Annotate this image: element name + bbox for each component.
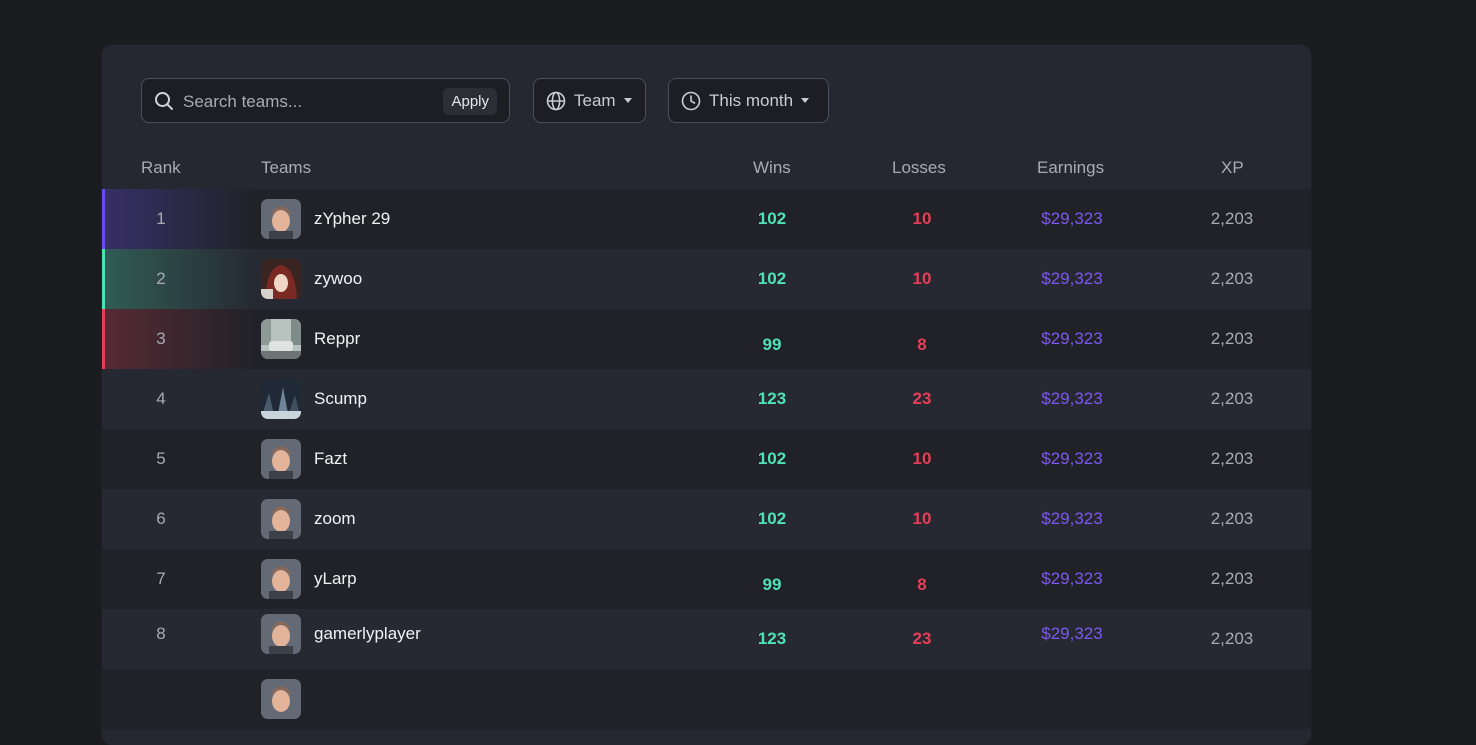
rank-cell: 2 [156, 269, 166, 288]
chevron-down-icon [623, 98, 632, 103]
chevron-down-icon [801, 98, 810, 103]
xp-cell: 2,203 [1210, 509, 1254, 528]
rank-cell: 3 [156, 329, 166, 348]
rank-cell: 6 [156, 509, 166, 528]
rank-highlight [102, 309, 257, 369]
xp-cell: 2,203 [1210, 629, 1254, 648]
column-header-rank[interactable]: Rank [141, 158, 181, 177]
losses-cell: 8 [917, 575, 927, 594]
xp-cell: 2,203 [1210, 449, 1254, 468]
wins-cell: 102 [757, 269, 787, 288]
time-filter-dropdown[interactable]: This month [668, 78, 829, 123]
globe-icon [546, 91, 566, 110]
rank-highlight [102, 189, 257, 249]
table-row[interactable]: 6 zoom 102 10 $29,323 2,203 [102, 489, 1311, 549]
team-name[interactable]: Scump [314, 389, 367, 408]
search-input[interactable] [181, 89, 435, 115]
table-row[interactable]: 2 zywoo 102 10 $29,323 2,203 [102, 249, 1311, 309]
rank-highlight [102, 249, 257, 309]
rank-cell: 8 [156, 624, 166, 643]
team-avatar [261, 199, 301, 239]
wins-cell: 99 [762, 335, 782, 354]
table-row[interactable]: 3 Reppr 99 8 $29,323 2,203 [102, 309, 1311, 369]
team-name[interactable]: yLarp [314, 569, 357, 588]
earnings-cell: $29,323 [1041, 269, 1103, 288]
earnings-cell: $29,323 [1041, 624, 1103, 643]
wins-cell: 102 [757, 449, 787, 468]
time-filter-label: This month [709, 90, 794, 110]
column-header-losses[interactable]: Losses [892, 158, 946, 177]
losses-cell: 10 [912, 449, 932, 468]
xp-cell: 2,203 [1210, 329, 1254, 348]
column-header-teams[interactable]: Teams [261, 158, 312, 177]
rank-cell: 7 [156, 569, 166, 588]
losses-cell: 8 [917, 335, 927, 354]
xp-cell: 2,203 [1210, 389, 1254, 408]
team-name[interactable]: zoom [314, 509, 356, 528]
wins-cell: 123 [757, 389, 787, 408]
rank-cell: 1 [156, 209, 166, 228]
column-header-wins[interactable]: Wins [753, 158, 791, 177]
losses-cell: 23 [912, 629, 932, 648]
table-row[interactable]: 7 yLarp 99 8 $29,323 2,203 [102, 549, 1311, 609]
table-row[interactable] [102, 669, 1311, 729]
team-name[interactable]: Reppr [314, 329, 361, 348]
losses-cell: 10 [912, 509, 932, 528]
team-avatar [261, 614, 301, 654]
rank-cell: 5 [156, 449, 166, 468]
apply-button[interactable]: Apply [443, 88, 497, 115]
earnings-cell: $29,323 [1041, 389, 1103, 408]
wins-cell: 102 [757, 509, 787, 528]
search-box[interactable]: Apply [141, 78, 510, 123]
team-name[interactable]: Fazt [314, 449, 348, 468]
team-filter-dropdown[interactable]: Team [533, 78, 646, 123]
table-row[interactable]: 8 gamerlyplayer 123 23 $29,323 2,203 [102, 609, 1311, 669]
wins-cell: 99 [762, 575, 782, 594]
wins-cell: 102 [757, 209, 787, 228]
xp-cell: 2,203 [1210, 569, 1254, 588]
xp-cell: 2,203 [1210, 209, 1254, 228]
team-avatar [261, 259, 301, 299]
team-avatar [261, 679, 301, 719]
column-header-earnings[interactable]: Earnings [1037, 158, 1105, 177]
table-row[interactable]: 4 Scump 123 23 $29,323 2,203 [102, 369, 1311, 429]
earnings-cell: $29,323 [1041, 569, 1103, 588]
earnings-cell: $29,323 [1041, 509, 1103, 528]
losses-cell: 10 [912, 269, 932, 288]
xp-cell: 2,203 [1210, 269, 1254, 288]
team-filter-label: Team [574, 90, 616, 110]
team-avatar [261, 559, 301, 599]
team-avatar [261, 379, 301, 419]
team-name[interactable]: zywoo [314, 269, 363, 288]
clock-icon [681, 91, 701, 110]
table-header: Rank Teams Wins Losses Earnings XP [102, 148, 1311, 188]
team-avatar [261, 499, 301, 539]
team-name[interactable]: gamerlyplayer [314, 624, 421, 643]
leaderboard-panel: Apply Team This month Rank Teams Wins Lo… [102, 45, 1311, 745]
earnings-cell: $29,323 [1041, 329, 1103, 348]
table-row[interactable]: 5 Fazt 102 10 $29,323 2,203 [102, 429, 1311, 489]
column-header-xp[interactable]: XP [1221, 158, 1244, 177]
team-avatar [261, 439, 301, 479]
rank-cell: 4 [156, 389, 166, 408]
team-avatar [261, 319, 301, 359]
earnings-cell: $29,323 [1041, 449, 1103, 468]
table-row[interactable]: 1 zYpher 29 102 10 $29,323 2,203 [102, 189, 1311, 249]
team-name[interactable]: zYpher 29 [314, 209, 391, 228]
earnings-cell: $29,323 [1041, 209, 1103, 228]
wins-cell: 123 [757, 629, 787, 648]
search-icon [155, 92, 173, 110]
losses-cell: 23 [912, 389, 932, 408]
losses-cell: 10 [912, 209, 932, 228]
